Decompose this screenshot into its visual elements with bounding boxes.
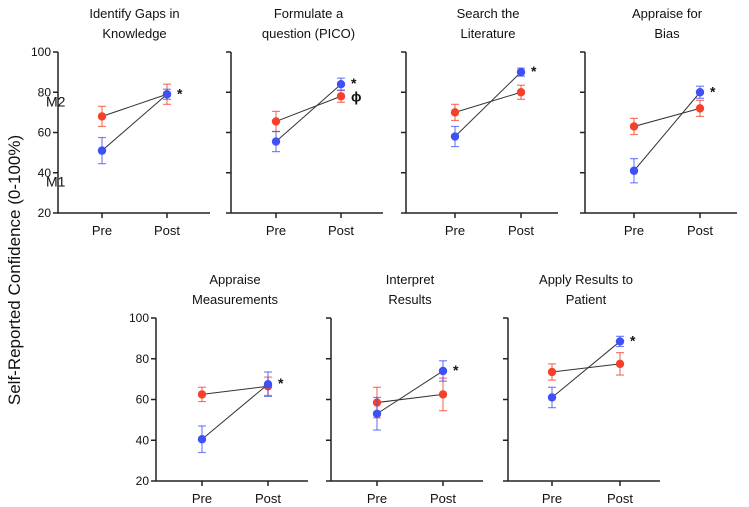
x-tick-label: Pre [445, 223, 465, 238]
m2-point [438, 390, 448, 399]
m1-point [336, 80, 346, 89]
y-tick-label: 80 [136, 352, 150, 366]
m2-point [547, 367, 557, 377]
m1-line [201, 383, 269, 440]
panel-5: Appraise Measurements 20 40 60 80 100 Pre Post * [129, 272, 308, 506]
x-tick-label: Pre [192, 491, 212, 506]
y-tick-label: 100 [129, 311, 149, 325]
significance-mark: * [710, 83, 716, 99]
panel-title: Bias [654, 26, 680, 41]
m1-point [271, 137, 281, 146]
y-tick-label: 40 [136, 433, 150, 447]
panel-6: Interpret Results Pre Post * [326, 272, 483, 506]
panel-title: Results [388, 292, 432, 307]
x-tick-label: Post [154, 223, 180, 238]
panel-3: Search the Literature Pre Post * [401, 6, 558, 238]
significance-mark: * [351, 75, 357, 91]
x-tick-label: Post [255, 491, 281, 506]
m2-line [275, 95, 342, 122]
m2-line [454, 91, 522, 113]
panel-title: Appraise [209, 272, 260, 287]
significance-mark: * [453, 362, 459, 378]
m1-point [629, 166, 639, 175]
m2-line [201, 385, 269, 395]
panel-7: Apply Results to Patient Pre Post * [503, 272, 660, 506]
m1-point [438, 366, 448, 376]
panel-title: Interpret [386, 272, 435, 287]
m1-point [372, 409, 382, 418]
panel-4: Appraise for Bias Pre Post * [580, 6, 737, 238]
significance-mark: * [177, 85, 183, 101]
panel-title: Knowledge [102, 26, 166, 41]
significance-mark: * [630, 332, 636, 348]
y-tick-label: 60 [136, 393, 150, 407]
legend-m1: M1 [46, 174, 66, 190]
x-tick-label: Pre [266, 223, 286, 238]
panel-title: Appraise for [632, 6, 703, 21]
x-tick-label: Pre [92, 223, 112, 238]
x-tick-label: Pre [542, 491, 562, 506]
x-tick-label: Post [687, 223, 713, 238]
panel-1: Identify Gaps in Knowledge 20 40 60 80 100 Pre P… [31, 6, 210, 238]
y-axis-label: Self-Reported Confidence (0-100%) [5, 135, 24, 405]
m1-line [551, 341, 621, 398]
m2-point [450, 108, 460, 117]
panel-title: Identify Gaps in [89, 6, 179, 21]
m1-point [97, 146, 107, 155]
m2-point [516, 88, 526, 97]
x-tick-label: Post [328, 223, 354, 238]
panel-2: Formulate a question (PICO) Pre Post *ɸ [226, 6, 383, 238]
m1-point [695, 88, 705, 97]
y-tick-label: 100 [31, 45, 51, 59]
m2-line [376, 393, 444, 404]
panel-title: Literature [461, 26, 516, 41]
m1-line [376, 370, 444, 415]
legend-m2: M2 [46, 93, 66, 109]
y-tick-label: 20 [38, 206, 52, 220]
m2-line [101, 93, 168, 117]
m1-point [450, 132, 460, 141]
m2-point [629, 122, 639, 131]
y-tick-label: 60 [38, 126, 52, 140]
panel-title: Search the [457, 6, 520, 21]
m2-point [197, 390, 207, 399]
m1-line [633, 91, 701, 172]
m2-point [615, 359, 625, 369]
significance-mark: * [531, 63, 537, 79]
m1-point [162, 90, 172, 99]
m1-line [101, 93, 168, 151]
m2-point [271, 117, 281, 126]
y-tick-label: 80 [38, 85, 52, 99]
x-tick-label: Post [430, 491, 456, 506]
m1-point [547, 393, 557, 402]
panel-title: Formulate a [274, 6, 344, 21]
m2-line [551, 363, 621, 373]
m1-point [516, 67, 526, 77]
m2-point [695, 104, 705, 113]
m2-point [97, 112, 107, 121]
panel-title: Patient [566, 292, 607, 307]
significance-mark: * [278, 375, 284, 391]
m1-point [197, 435, 207, 444]
panel-title: question (PICO) [262, 26, 355, 41]
m1-point [263, 380, 273, 389]
x-tick-label: Post [607, 491, 633, 506]
m2-point [336, 92, 346, 101]
x-tick-label: Pre [624, 223, 644, 238]
m1-point [615, 337, 625, 346]
m1-line [275, 83, 342, 142]
m2-line [633, 107, 701, 127]
m1-line [454, 71, 522, 137]
panel-title: Apply Results to [539, 272, 633, 287]
significance-mark: ɸ [351, 88, 362, 104]
panel-title: Measurements [192, 292, 278, 307]
x-tick-label: Pre [367, 491, 387, 506]
x-tick-label: Post [508, 223, 534, 238]
y-tick-label: 40 [38, 166, 52, 180]
y-tick-label: 20 [136, 474, 150, 488]
